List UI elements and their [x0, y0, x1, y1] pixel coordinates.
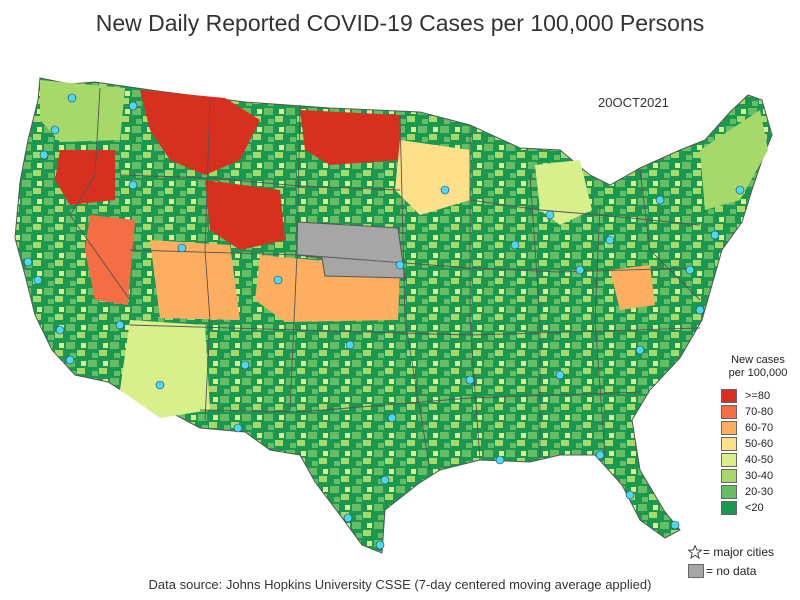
city-marker: [670, 520, 680, 530]
legend-item: 70-80: [718, 404, 798, 420]
legend-label: 60-70: [745, 422, 774, 434]
region-utah-colorado: [150, 240, 240, 320]
city-marker: [39, 150, 49, 160]
city-marker: [55, 325, 65, 335]
legend-swatch: [721, 405, 737, 419]
region-wyoming-idaho: [205, 180, 285, 250]
city-marker: [495, 455, 505, 465]
legend-swatch: [721, 453, 737, 467]
city-markers: [23, 93, 745, 550]
legend-item: >=80: [718, 388, 798, 404]
city-marker: [595, 450, 605, 460]
legend-item: 20-30: [718, 484, 798, 500]
city-marker: [695, 305, 705, 315]
region-west-virginia: [610, 265, 655, 310]
city-marker: [240, 360, 250, 370]
map-title: New Daily Reported COVID-19 Cases per 10…: [95, 10, 705, 36]
state-borders: [69, 87, 701, 471]
region-oregon-inland: [55, 150, 115, 205]
legend-item: 40-50: [718, 452, 798, 468]
legend-item: 50-60: [718, 436, 798, 452]
major-cities-key: = major cities: [688, 542, 774, 561]
city-marker: [655, 195, 665, 205]
legend-extra: = major cities = no data: [688, 542, 774, 580]
region-upper-midwest: [395, 140, 470, 215]
city-marker: [545, 210, 555, 220]
city-marker: [395, 260, 405, 270]
legend-swatch: [721, 469, 737, 483]
legend-item: 30-40: [718, 468, 798, 484]
city-marker: [343, 513, 353, 523]
star-icon: [688, 544, 702, 559]
city-marker: [128, 101, 138, 111]
legend-title-line2: per 100,000: [728, 367, 788, 379]
legend-swatch: [721, 501, 737, 515]
major-cities-label: = major cities: [703, 544, 775, 559]
city-marker: [177, 243, 187, 253]
legend-title-line1: New cases: [731, 354, 785, 366]
city-marker: [635, 345, 645, 355]
city-marker: [387, 413, 397, 423]
legend-label: 20-30: [745, 486, 774, 498]
region-nevada: [85, 215, 135, 305]
city-marker: [128, 180, 138, 190]
city-marker: [345, 340, 355, 350]
legend-label: 40-50: [745, 454, 774, 466]
legend-swatch: [721, 421, 737, 435]
city-marker: [67, 93, 77, 103]
legend-label: 70-80: [745, 406, 774, 418]
source-note: Data source: Johns Hopkins University CS…: [148, 577, 652, 592]
city-marker: [50, 125, 60, 135]
city-marker: [710, 230, 720, 240]
region-new-england: [700, 110, 768, 210]
city-marker: [685, 265, 695, 275]
region-washington: [40, 80, 125, 142]
city-marker: [375, 540, 385, 550]
region-northern-rockies: [140, 90, 260, 175]
no-data-label: = no data: [706, 563, 757, 578]
city-marker: [465, 375, 475, 385]
legend-item: <20: [718, 500, 798, 516]
legend-label: <20: [745, 502, 764, 514]
legend-label: >=80: [745, 390, 771, 402]
no-data-key: = no data: [688, 561, 774, 580]
legend-label: 30-40: [745, 470, 774, 482]
city-marker: [440, 185, 450, 195]
legend-title: New cases per 100,000: [718, 354, 798, 380]
city-marker: [510, 240, 520, 250]
city-marker: [23, 257, 33, 267]
legend-swatch: [721, 485, 737, 499]
city-marker: [380, 475, 390, 485]
city-marker: [625, 490, 635, 500]
city-marker: [65, 355, 75, 365]
city-marker: [33, 275, 43, 285]
city-marker: [575, 265, 585, 275]
city-marker: [555, 370, 565, 380]
region-michigan: [535, 160, 592, 225]
legend-swatch: [721, 437, 737, 451]
city-marker: [735, 185, 745, 195]
no-data-swatch: [688, 563, 704, 578]
city-marker: [273, 275, 283, 285]
legend-label: 50-60: [745, 438, 774, 450]
region-arizona: [120, 320, 210, 418]
date-label: 20OCT2021: [598, 95, 669, 110]
legend: New cases per 100,000 >=80 70-80 60-70 5…: [718, 354, 798, 516]
legend-swatch: [721, 389, 737, 403]
city-marker: [605, 235, 615, 245]
region-north-dakota: [300, 110, 400, 165]
city-marker: [155, 380, 165, 390]
city-marker: [115, 320, 125, 330]
city-marker: [233, 423, 243, 433]
legend-item: 60-70: [718, 420, 798, 436]
